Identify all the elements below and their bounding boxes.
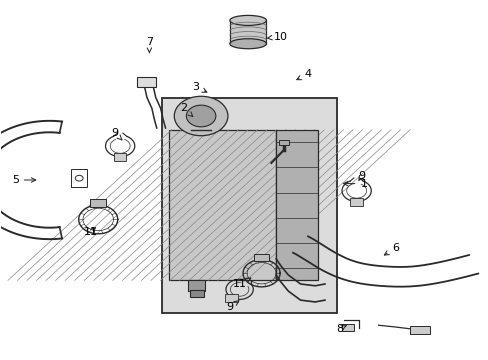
Text: 11: 11 (84, 227, 98, 237)
Bar (188, 280, 205, 291)
Bar (71, 169, 87, 187)
Bar (276, 130, 317, 280)
Text: 3: 3 (192, 82, 206, 92)
Bar (409, 326, 429, 334)
Bar (229, 21, 266, 44)
Text: 4: 4 (296, 69, 311, 80)
Bar (341, 324, 353, 330)
Circle shape (186, 105, 215, 127)
Text: 7: 7 (145, 37, 153, 53)
Text: 5: 5 (12, 175, 36, 185)
Text: 1: 1 (343, 179, 366, 189)
Text: 2: 2 (180, 103, 192, 116)
Bar (161, 98, 336, 313)
FancyBboxPatch shape (114, 153, 126, 161)
Bar (253, 253, 269, 261)
Bar (137, 77, 156, 87)
Text: 9: 9 (226, 301, 238, 312)
Text: 6: 6 (384, 243, 398, 255)
Circle shape (174, 96, 227, 136)
Bar (168, 130, 276, 280)
Bar (190, 291, 203, 297)
Ellipse shape (229, 15, 266, 26)
FancyBboxPatch shape (349, 198, 362, 206)
Bar (278, 140, 289, 145)
Text: 9: 9 (111, 129, 122, 140)
Circle shape (75, 175, 83, 181)
Text: 9: 9 (357, 171, 365, 181)
Text: 11: 11 (232, 278, 250, 289)
Bar (90, 199, 106, 207)
Text: 8: 8 (335, 324, 346, 334)
Ellipse shape (229, 39, 266, 49)
Text: 10: 10 (267, 32, 287, 41)
FancyBboxPatch shape (224, 294, 237, 302)
